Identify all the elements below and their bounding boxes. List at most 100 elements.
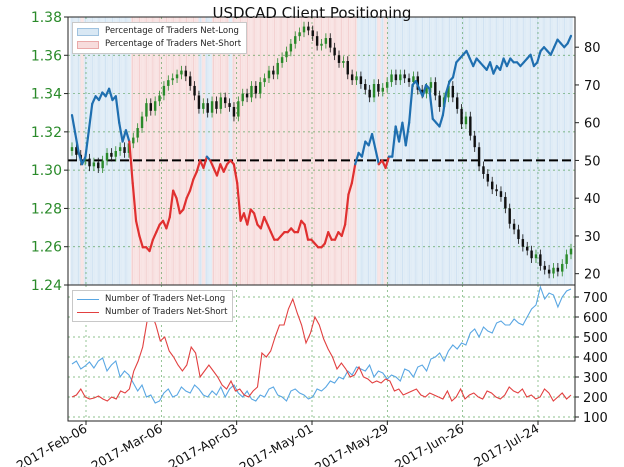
- count-long-swatch: [77, 299, 99, 300]
- positioning-line-segment: [232, 163, 239, 185]
- net-long-swatch: [77, 27, 99, 36]
- price-candle-body: [346, 61, 349, 75]
- count-tick-label: 400: [583, 351, 608, 366]
- price-candle-body: [377, 84, 380, 92]
- price-candle-body: [495, 189, 498, 192]
- positioning-tick-label: 30: [584, 230, 601, 245]
- price-candle-body: [530, 250, 533, 259]
- positioning-line-segment: [155, 223, 161, 234]
- positioning-line-segment: [185, 189, 192, 200]
- positioning-line-segment: [536, 49, 542, 64]
- legend-count-long-label: Number of Traders Net-Long: [105, 294, 226, 304]
- price-axis-ticks: 1.24 1.26 1.28 1.30 1.32 1.34 1.36 1.38: [31, 10, 68, 294]
- positioning-line-segment: [124, 129, 131, 143]
- positioning-line-segment: [384, 155, 391, 170]
- positioning-fill-stripe: [80, 17, 85, 285]
- price-candle-body: [263, 78, 266, 83]
- positioning-line-segment: [209, 159, 215, 170]
- price-candle-body: [92, 162, 96, 167]
- positioning-fill-stripe: [120, 17, 125, 285]
- positioning-fill-stripe: [168, 17, 172, 285]
- positioning-fill-area: [70, 17, 574, 285]
- price-candle-body: [455, 97, 459, 109]
- price-candle-body: [429, 82, 433, 88]
- positioning-line-segment: [128, 140, 134, 185]
- price-candle-body: [464, 116, 468, 125]
- positioning-fill-stripe: [154, 17, 159, 285]
- price-candle-body: [486, 173, 490, 182]
- price-candle-body: [162, 85, 166, 96]
- price-candle-body: [267, 70, 271, 79]
- price-candle-body: [539, 254, 542, 266]
- legend-net-long: Percentage of Traders Net-Long: [77, 25, 241, 38]
- price-candle-body: [167, 80, 170, 86]
- positioning-line-segment: [192, 170, 198, 181]
- positioning-tick-label: 70: [584, 79, 601, 94]
- count-axis-ticks: 100 200 300 400 500 600 700: [575, 291, 608, 426]
- price-candle-body: [175, 74, 179, 79]
- positioning-line-segment: [370, 132, 377, 151]
- positioning-line-segment: [118, 121, 124, 143]
- positioning-line-segment: [438, 114, 444, 128]
- positioning-fill-stripe: [316, 17, 321, 285]
- trader-count-panel: 100 200 300 400 500 600 700: [67, 284, 608, 426]
- positioning-fill-stripe: [289, 17, 294, 285]
- positioning-line-segment: [222, 163, 229, 173]
- positioning-line-segment: [188, 178, 195, 192]
- positioning-fill-stripe: [296, 17, 301, 285]
- positioning-fill-stripe: [329, 17, 334, 285]
- price-candle-body: [368, 89, 371, 98]
- positioning-line-segment: [441, 91, 448, 117]
- price-candle-body: [311, 30, 314, 37]
- price-candle-body: [215, 101, 218, 109]
- price-candle-body: [97, 162, 100, 169]
- price-tick-label: 1.26: [31, 240, 62, 256]
- positioning-fill-stripe: [343, 17, 348, 285]
- positioning-fill-stripe: [228, 17, 233, 285]
- price-candle-body: [547, 269, 551, 274]
- positioning-axis-ticks: 20 30 40 50 60 70 80: [575, 41, 601, 283]
- positioning-fill-stripe: [222, 17, 226, 285]
- positioning-fill-stripe: [188, 17, 193, 285]
- positioning-fill-stripe: [336, 17, 341, 285]
- positioning-line-segment: [236, 181, 242, 222]
- positioning-line-segment: [138, 234, 144, 249]
- positioning-fill-stripe: [201, 17, 206, 285]
- count-tick-label: 300: [583, 371, 608, 386]
- positioning-line-segment: [107, 87, 114, 102]
- positioning-line-segment: [549, 46, 556, 56]
- positioning-tick-label: 60: [584, 117, 601, 132]
- positioning-fill-stripe: [471, 17, 476, 285]
- legend-net-long-label: Percentage of Traders Net-Long: [105, 26, 239, 36]
- price-candle-body: [223, 97, 227, 104]
- count-tick-label: 700: [583, 291, 608, 306]
- price-candle-body: [206, 103, 209, 113]
- legend-count-long: Number of Traders Net-Long: [77, 293, 227, 306]
- positioning-fill-stripe: [518, 17, 523, 285]
- net-short-swatch: [77, 40, 99, 49]
- price-candle-body: [508, 208, 511, 224]
- price-candle-body: [123, 147, 126, 153]
- positioning-fill-stripe: [552, 17, 557, 285]
- positioning-fill-stripe: [275, 17, 280, 285]
- price-candle-body: [180, 70, 183, 75]
- price-candle-body: [276, 62, 279, 75]
- count-net-long-line: [71, 285, 572, 404]
- positioning-fill-stripe: [141, 17, 146, 285]
- positioning-fill-stripe: [323, 17, 328, 285]
- price-candle-body: [565, 254, 568, 264]
- price-candle-body: [184, 70, 188, 77]
- price-tick-label: 1.38: [31, 10, 62, 26]
- date-tick-label: 2017-Jul-24: [471, 421, 541, 467]
- price-candle-body: [425, 87, 428, 94]
- positioning-fill-stripe: [565, 17, 570, 285]
- price-candle-body: [490, 181, 494, 190]
- positioning-line-segment: [202, 155, 208, 170]
- positioning-line-segment: [172, 189, 178, 200]
- date-tick-label: 2017-Jun-26: [392, 421, 466, 467]
- price-candle-body: [451, 85, 455, 98]
- price-candle-body: [499, 191, 503, 197]
- price-candle-body: [294, 36, 297, 44]
- price-candle-body: [460, 108, 463, 125]
